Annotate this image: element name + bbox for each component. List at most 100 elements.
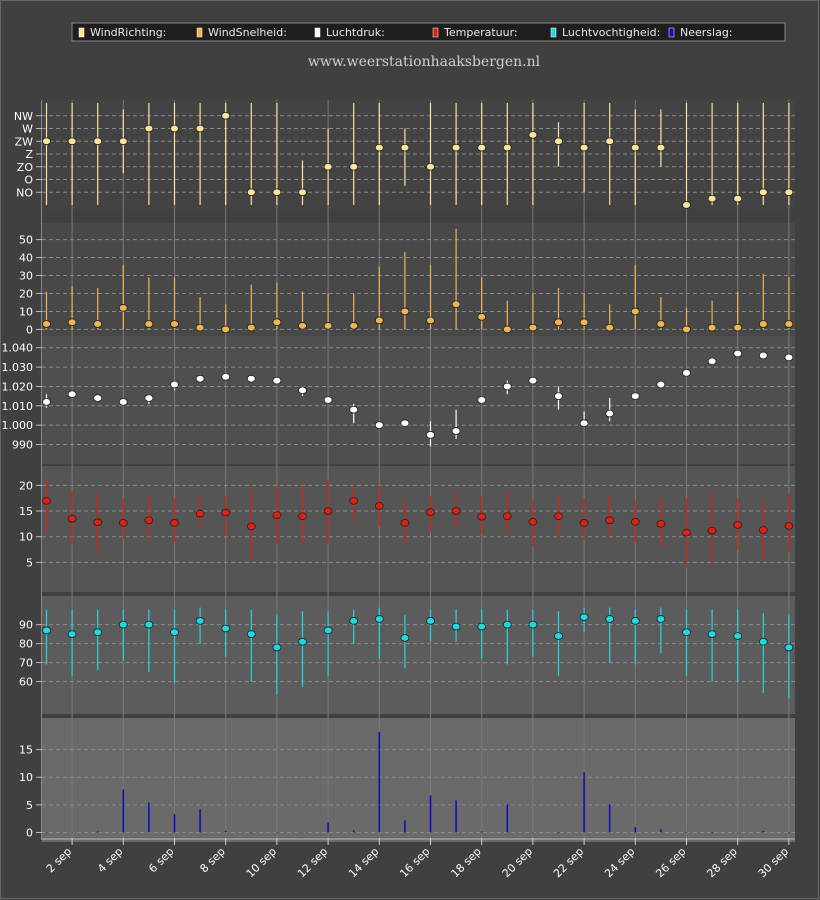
data-point [323, 626, 333, 635]
legend-swatch [196, 27, 203, 38]
y-tick-label: NO [16, 186, 33, 199]
data-point [426, 431, 435, 439]
data-point [272, 318, 282, 327]
data-point [451, 507, 461, 515]
data-point [733, 194, 743, 203]
data-point [144, 320, 154, 328]
y-tick-label: 60 [19, 676, 33, 689]
y-tick-label: 0 [26, 826, 33, 839]
data-point [298, 512, 307, 520]
data-point [784, 522, 794, 530]
data-point [784, 643, 794, 652]
precipitation-bar [173, 814, 176, 833]
precipitation-bar [122, 789, 125, 833]
legend-swatch [78, 27, 85, 38]
y-tick-label: 50 [19, 234, 33, 247]
data-point [579, 143, 589, 152]
data-point [42, 496, 51, 505]
data-point [400, 143, 410, 152]
y-tick-label: 1.030 [2, 361, 34, 374]
panel-background [42, 336, 795, 464]
y-tick-label: 80 [19, 638, 33, 651]
data-point [374, 421, 384, 429]
data-point [246, 630, 256, 638]
data-point [67, 137, 77, 146]
data-point [170, 124, 179, 133]
data-point [451, 622, 461, 631]
data-point [246, 188, 256, 197]
precipitation-bar [762, 830, 765, 833]
y-tick-label: 5 [26, 799, 33, 812]
data-point [349, 617, 359, 625]
data-point [349, 405, 359, 414]
y-tick-label: 1.010 [2, 400, 34, 413]
data-point [656, 615, 666, 623]
data-point [579, 519, 589, 527]
legend: WindRichting: WindSnelheid: Luchtdruk: T… [71, 22, 786, 42]
data-point [528, 620, 538, 629]
data-point [733, 323, 743, 332]
data-point [502, 143, 512, 152]
precipitation-bar [736, 832, 739, 834]
legend-label: WindRichting: [90, 26, 166, 39]
precipitation-bar [557, 832, 560, 834]
legend-label: Temperatuur: [443, 26, 518, 39]
data-point [605, 137, 615, 146]
y-tick-label: 1.040 [2, 342, 34, 355]
data-point [758, 320, 768, 328]
data-point [579, 318, 589, 327]
precipitation-bar [685, 831, 688, 833]
legend-swatch [550, 27, 557, 38]
data-point [272, 511, 282, 519]
data-point [67, 630, 77, 638]
data-point [605, 615, 615, 623]
precipitation-bar [455, 800, 457, 833]
data-point [93, 137, 103, 146]
precipitation-bar [301, 832, 304, 834]
data-point [528, 376, 538, 385]
data-point [221, 325, 231, 334]
data-point [733, 632, 743, 640]
data-point [298, 322, 307, 330]
legend-item-temperature: Temperatuur: [432, 26, 518, 39]
data-point [170, 628, 179, 637]
precipitation-bar [327, 822, 329, 833]
y-tick-label: O [24, 174, 33, 187]
data-point [374, 316, 384, 325]
data-point [502, 512, 512, 520]
y-tick-label: ZW [15, 135, 34, 148]
data-point [605, 409, 615, 418]
legend-swatch [432, 27, 439, 38]
data-point [451, 300, 461, 309]
data-point [605, 516, 615, 525]
data-point [323, 322, 333, 330]
precipitation-bar [404, 820, 406, 833]
precipitation-bar [199, 809, 201, 833]
data-point [272, 376, 282, 385]
data-point [246, 323, 256, 332]
legend-label: WindSnelheid: [208, 26, 287, 39]
data-point [400, 519, 410, 527]
data-point [579, 419, 589, 428]
data-point [758, 637, 768, 646]
data-point [246, 374, 256, 383]
data-point [477, 313, 487, 321]
legend-item-humidity: Luchtvochtigheid: [550, 26, 660, 39]
data-point [630, 307, 640, 316]
y-tick-label: 0 [26, 323, 33, 336]
data-point [118, 398, 128, 406]
precipitation-bar [276, 832, 278, 834]
data-point [400, 634, 410, 642]
data-point [298, 637, 307, 646]
data-point [144, 620, 154, 629]
precipitation-bar [96, 831, 99, 833]
data-point [656, 520, 666, 528]
data-point [144, 394, 154, 402]
data-point [195, 617, 205, 625]
data-point [426, 316, 435, 325]
data-point [93, 518, 103, 527]
data-point [246, 522, 256, 531]
y-tick-label: 40 [19, 252, 33, 265]
y-tick-label: 20 [19, 287, 33, 300]
data-point [682, 628, 691, 637]
